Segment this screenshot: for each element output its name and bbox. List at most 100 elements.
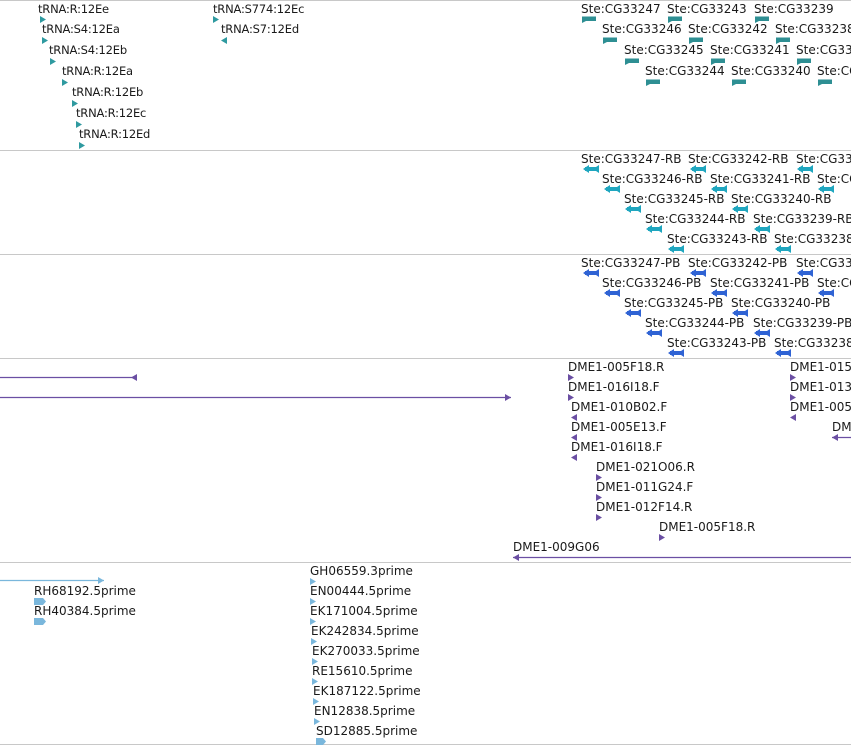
- est-span-line[interactable]: [0, 576, 112, 585]
- ste-transcript-glyph[interactable]: [775, 245, 791, 253]
- ste-protein-glyph[interactable]: [732, 309, 748, 317]
- feature-label: Ste:CG33245: [624, 43, 704, 57]
- trna-feature-arrow[interactable]: [40, 16, 46, 23]
- clone-end-arrow[interactable]: [571, 414, 577, 421]
- clone-span-line[interactable]: [0, 393, 519, 402]
- ste-transcript-glyph[interactable]: [646, 225, 662, 233]
- ste-transcript-glyph[interactable]: [797, 165, 813, 173]
- ste-protein-glyph[interactable]: [625, 309, 641, 317]
- trna-feature-arrow[interactable]: [50, 58, 56, 65]
- clone-end-arrow[interactable]: [596, 514, 602, 521]
- ste-protein-glyph[interactable]: [604, 289, 620, 297]
- est-feature-arrow[interactable]: [313, 698, 319, 705]
- ste-transcript-glyph[interactable]: [583, 165, 599, 173]
- clone-end-arrow[interactable]: [571, 454, 577, 461]
- ste-protein-glyph[interactable]: [818, 289, 834, 297]
- feature-label: tRNA:R:12Ed: [79, 127, 151, 141]
- feature-label: Ste:CG33243: [667, 2, 747, 16]
- est-feature-arrow[interactable]: [312, 658, 318, 665]
- feature-label: Ste:CG: [817, 64, 851, 78]
- feature-label: DME1-005F18.R: [568, 360, 665, 374]
- est-feature-arrow[interactable]: [311, 638, 317, 645]
- feature-label: Ste:CG33238: [774, 336, 851, 350]
- clone-end-arrow[interactable]: [659, 534, 665, 541]
- clone-end-arrow[interactable]: [596, 474, 602, 481]
- ste-gene-glyph[interactable]: [732, 78, 746, 86]
- est-feature-arrow[interactable]: [312, 678, 318, 685]
- est-feature-arrow[interactable]: [310, 598, 316, 605]
- feature-label: SD12885.5prime: [316, 724, 418, 738]
- clone-end-arrow[interactable]: [790, 414, 796, 421]
- ste-transcript-glyph[interactable]: [604, 185, 620, 193]
- ste-protein-glyph[interactable]: [668, 349, 684, 357]
- ste-gene-glyph[interactable]: [776, 36, 790, 44]
- ste-transcript-glyph[interactable]: [754, 225, 770, 233]
- est-block[interactable]: [34, 618, 46, 625]
- ste-protein-glyph[interactable]: [711, 289, 727, 297]
- est-feature-arrow[interactable]: [310, 618, 316, 625]
- ste-transcript-glyph[interactable]: [690, 165, 706, 173]
- est-feature-arrow[interactable]: [310, 578, 316, 585]
- feature-label: DME1-009G06: [513, 540, 600, 554]
- feature-label: EK187122.5prime: [313, 684, 421, 698]
- ste-gene-glyph[interactable]: [625, 57, 639, 65]
- feature-label: DME1-021O06.R: [596, 460, 695, 474]
- clone-end-arrow[interactable]: [790, 394, 796, 401]
- trna-feature-arrow[interactable]: [42, 37, 48, 44]
- feature-label: Ste:CG33247: [581, 2, 661, 16]
- ste-gene-glyph[interactable]: [646, 78, 660, 86]
- ste-gene-glyph[interactable]: [689, 36, 703, 44]
- feature-label: EK242834.5prime: [311, 624, 419, 638]
- est-block[interactable]: [316, 738, 326, 745]
- clone-end-arrow[interactable]: [571, 434, 577, 441]
- feature-label: EN00444.5prime: [310, 584, 412, 598]
- trna-feature-arrow[interactable]: [76, 121, 82, 128]
- feature-label: Ste:CG33240-RB: [731, 192, 832, 206]
- ste-gene-glyph[interactable]: [603, 36, 617, 44]
- est-block[interactable]: [34, 598, 46, 605]
- ste-protein-glyph[interactable]: [583, 269, 599, 277]
- feature-label: Ste:CG33241: [710, 43, 790, 57]
- ste-gene-glyph[interactable]: [582, 15, 596, 23]
- feature-label: DME1-005F18.R: [659, 520, 756, 534]
- feature-label: Ste:CG33238: [775, 22, 851, 36]
- clone-span-line[interactable]: [513, 553, 851, 562]
- ste-protein-glyph[interactable]: [646, 329, 662, 337]
- ste-gene-glyph[interactable]: [797, 57, 811, 65]
- clone-end-arrow[interactable]: [568, 374, 574, 381]
- ste-transcript-glyph[interactable]: [668, 245, 684, 253]
- ste-protein-glyph[interactable]: [754, 329, 770, 337]
- feature-label: tRNA:R:12Ea: [62, 64, 133, 78]
- clone-end-arrow[interactable]: [596, 494, 602, 501]
- trna-feature-arrow[interactable]: [221, 37, 227, 44]
- ste-transcript-glyph[interactable]: [818, 185, 834, 193]
- trna-feature-arrow[interactable]: [213, 16, 219, 23]
- clone-end-arrow[interactable]: [790, 374, 796, 381]
- trna-feature-arrow[interactable]: [72, 100, 78, 107]
- feature-label: GH06559.3prime: [310, 564, 413, 578]
- clone-span-line[interactable]: [832, 433, 851, 442]
- clone-span-line[interactable]: [0, 373, 145, 382]
- feature-label: Ste:CG33246: [602, 22, 682, 36]
- feature-label: Ste:CG33242: [688, 22, 768, 36]
- feature-label: Ste:CG33240-PB: [731, 296, 831, 310]
- feature-label: Ste:CG33242-RB: [688, 152, 789, 166]
- trna-feature-arrow[interactable]: [62, 79, 68, 86]
- ste-protein-glyph[interactable]: [690, 269, 706, 277]
- feature-label: Ste:CG33245-PB: [624, 296, 724, 310]
- feature-label: tRNA:S4:12Ea: [42, 22, 120, 36]
- est-feature-arrow[interactable]: [314, 718, 320, 725]
- feature-label: tRNA:R:12Eb: [72, 85, 144, 99]
- ste-gene-glyph[interactable]: [818, 78, 832, 86]
- ste-gene-glyph[interactable]: [668, 15, 682, 23]
- feature-label: tRNA:R:12Ec: [76, 106, 147, 120]
- trna-feature-arrow[interactable]: [79, 142, 85, 149]
- ste-transcript-glyph[interactable]: [625, 205, 641, 213]
- ste-gene-glyph[interactable]: [755, 15, 769, 23]
- ste-transcript-glyph[interactable]: [711, 185, 727, 193]
- clone-end-arrow[interactable]: [568, 394, 574, 401]
- ste-gene-glyph[interactable]: [711, 57, 725, 65]
- ste-transcript-glyph[interactable]: [732, 205, 748, 213]
- ste-protein-glyph[interactable]: [775, 349, 791, 357]
- ste-protein-glyph[interactable]: [797, 269, 813, 277]
